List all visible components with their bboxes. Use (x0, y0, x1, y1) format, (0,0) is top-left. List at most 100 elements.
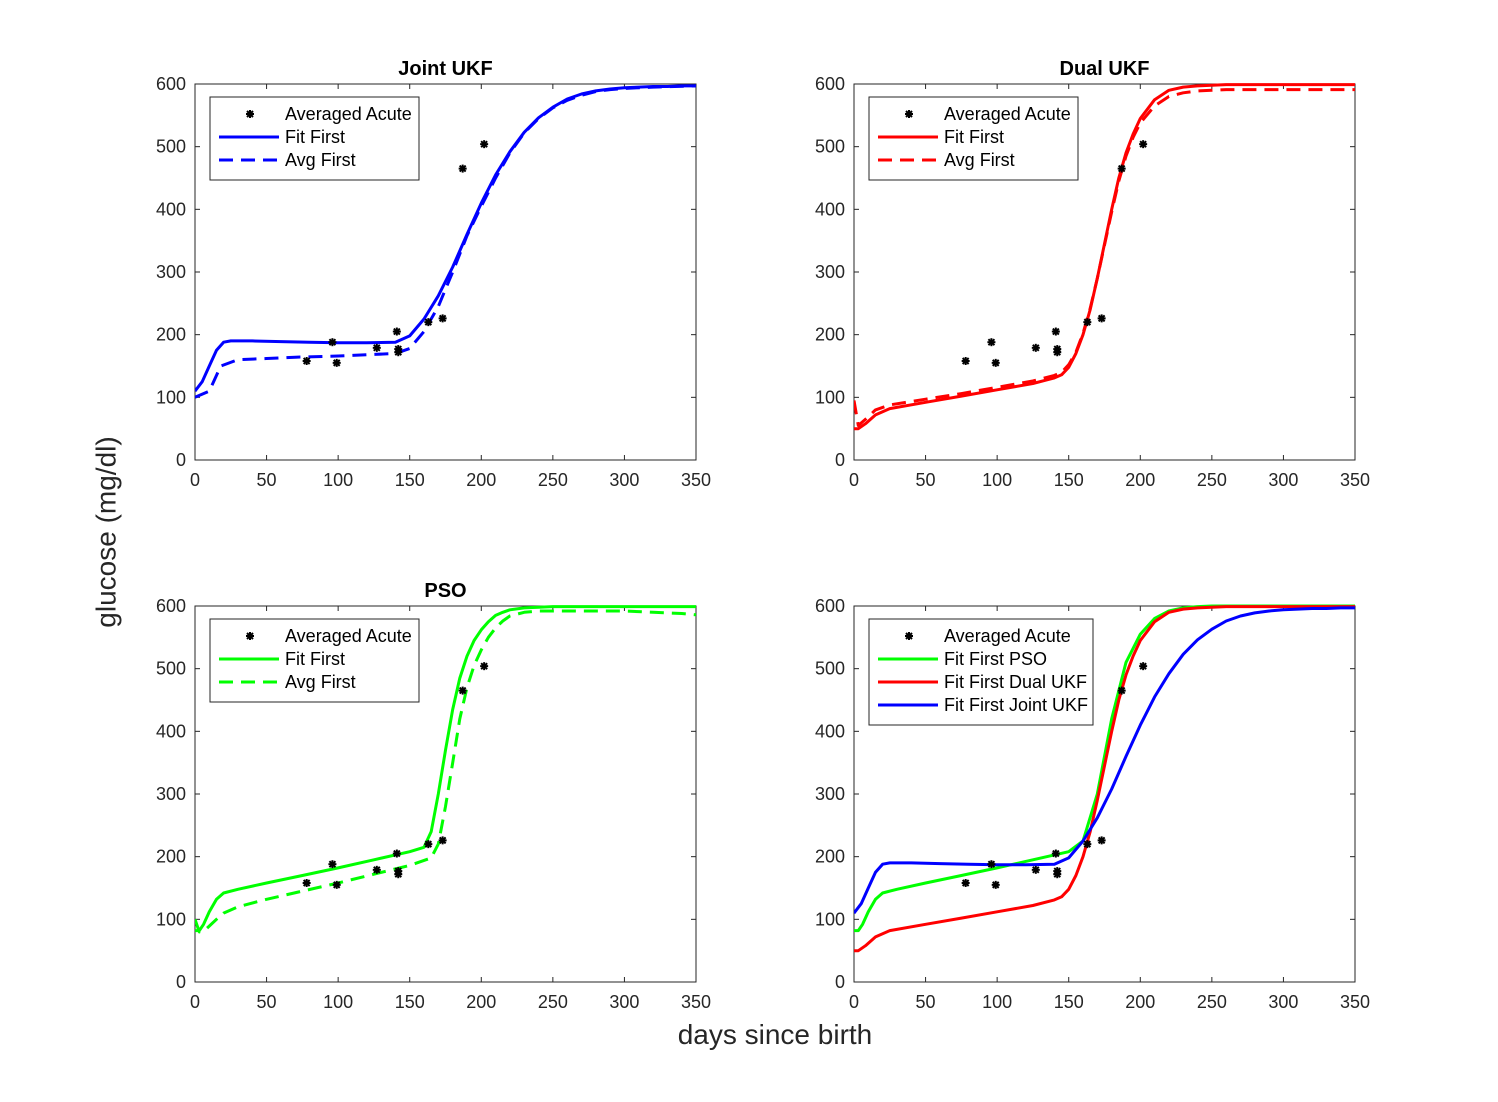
y-tick-label: 100 (156, 387, 186, 407)
y-tick-label: 400 (156, 199, 186, 219)
x-tick-label: 200 (1125, 992, 1155, 1012)
x-tick-label: 350 (681, 992, 711, 1012)
y-tick-label: 600 (815, 596, 845, 616)
data-point-marker (987, 338, 996, 347)
data-point-marker (987, 860, 996, 869)
y-tick-label: 600 (156, 596, 186, 616)
x-axis-label: days since birth (678, 1019, 873, 1050)
data-point-marker (1097, 836, 1106, 845)
y-tick-label: 0 (176, 972, 186, 992)
legend-label: Fit First PSO (944, 649, 1047, 669)
data-point-marker (424, 840, 433, 849)
data-point-marker (424, 318, 433, 327)
legend: Averaged Acute Fit First Avg First (209, 96, 420, 181)
y-tick-label: 0 (176, 450, 186, 470)
data-point-marker (1117, 164, 1126, 173)
data-point-marker (1031, 343, 1040, 352)
data-point-marker (392, 849, 401, 858)
x-tick-label: 350 (1340, 992, 1370, 1012)
legend-entry: Averaged Acute (905, 104, 1071, 124)
legend-entry: Avg First (219, 150, 356, 170)
data-point-marker (332, 880, 341, 889)
x-tick-label: 250 (538, 470, 568, 490)
y-tick-label: 300 (156, 262, 186, 282)
legend-entry: Fit First PSO (878, 649, 1047, 669)
x-tick-label: 250 (1197, 992, 1227, 1012)
x-tick-label: 100 (982, 470, 1012, 490)
series-layer (195, 605, 696, 934)
x-tick-label: 200 (1125, 470, 1155, 490)
x-tick-label: 150 (1054, 992, 1084, 1012)
x-tick-label: 50 (916, 470, 936, 490)
x-tick-label: 200 (466, 470, 496, 490)
data-point-marker (991, 358, 1000, 367)
x-tick-label: 250 (538, 992, 568, 1012)
data-point-marker (328, 860, 337, 869)
legend-label: Averaged Acute (285, 104, 412, 124)
legend-label: Fit First (285, 127, 345, 147)
data-point-marker (392, 327, 401, 336)
x-tick-label: 50 (257, 992, 277, 1012)
data-point-marker (372, 865, 381, 874)
x-tick-label: 0 (190, 470, 200, 490)
data-point-marker (302, 878, 311, 887)
legend-entry: Averaged Acute (905, 626, 1071, 646)
x-tick-label: 0 (849, 992, 859, 1012)
x-tick-label: 300 (1268, 992, 1298, 1012)
series-layer (854, 83, 1355, 431)
x-tick-label: 350 (681, 470, 711, 490)
x-tick-label: 250 (1197, 470, 1227, 490)
legend-label: Fit First (944, 127, 1004, 147)
legend: Averaged Acute Fit First Avg First (868, 96, 1079, 181)
legend-label: Averaged Acute (944, 104, 1071, 124)
data-point-marker (458, 686, 467, 695)
x-tick-label: 150 (395, 992, 425, 1012)
y-tick-label: 200 (815, 325, 845, 345)
subplot-2: 0 50 100 150 200 250 300 350 0 100 200 300 400 500 600… (815, 58, 1370, 490)
data-point-marker (302, 356, 311, 365)
x-tick-label: 200 (466, 992, 496, 1012)
x-tick-label: 0 (849, 470, 859, 490)
legend-entry: Fit First (878, 127, 1004, 147)
legend-entry: Averaged Acute (246, 104, 412, 124)
x-tick-label: 50 (257, 470, 277, 490)
series-line-avg-first (195, 84, 696, 399)
data-point-marker (328, 338, 337, 347)
series-line-fit-first-joint-ukf (854, 606, 1355, 915)
data-point-marker (394, 345, 403, 354)
legend-label: Fit First (285, 649, 345, 669)
legend: Averaged Acute Fit First PSO Fit First Dua… (868, 618, 1094, 726)
y-tick-label: 200 (156, 325, 186, 345)
y-tick-label: 0 (835, 972, 845, 992)
series-layer (854, 604, 1355, 953)
data-point-marker (394, 867, 403, 876)
x-tick-label: 350 (1340, 470, 1370, 490)
y-tick-label: 300 (815, 262, 845, 282)
legend-label: Avg First (944, 150, 1015, 170)
data-point-marker (1117, 686, 1126, 695)
data-point-marker (438, 836, 447, 845)
legend-label: Fit First Joint UKF (944, 695, 1088, 715)
legend-label: Avg First (285, 672, 356, 692)
series-line-fit-first-dual-ukf (854, 605, 1355, 953)
subplot-3: 0 50 100 150 200 250 300 350 0 100 200 300 400 500 600… (156, 580, 711, 1012)
subplot-title: Joint UKF (398, 58, 492, 80)
x-tick-label: 100 (982, 992, 1012, 1012)
legend-entry: Avg First (878, 150, 1015, 170)
y-tick-label: 500 (815, 137, 845, 157)
y-tick-label: 600 (156, 74, 186, 94)
data-point-marker (1139, 140, 1148, 149)
x-tick-label: 150 (395, 470, 425, 490)
legend-entry: Fit First Dual UKF (878, 672, 1087, 692)
legend-entry: Fit First Joint UKF (878, 695, 1088, 715)
legend-label: Avg First (285, 150, 356, 170)
y-tick-label: 200 (815, 847, 845, 867)
legend-entry: Averaged Acute (246, 626, 412, 646)
series-line-avg-first (195, 609, 696, 934)
y-tick-label: 600 (815, 74, 845, 94)
data-point-marker (961, 356, 970, 365)
y-tick-label: 100 (815, 909, 845, 929)
x-tick-label: 150 (1054, 470, 1084, 490)
data-point-marker (332, 358, 341, 367)
data-point-marker (458, 164, 467, 173)
